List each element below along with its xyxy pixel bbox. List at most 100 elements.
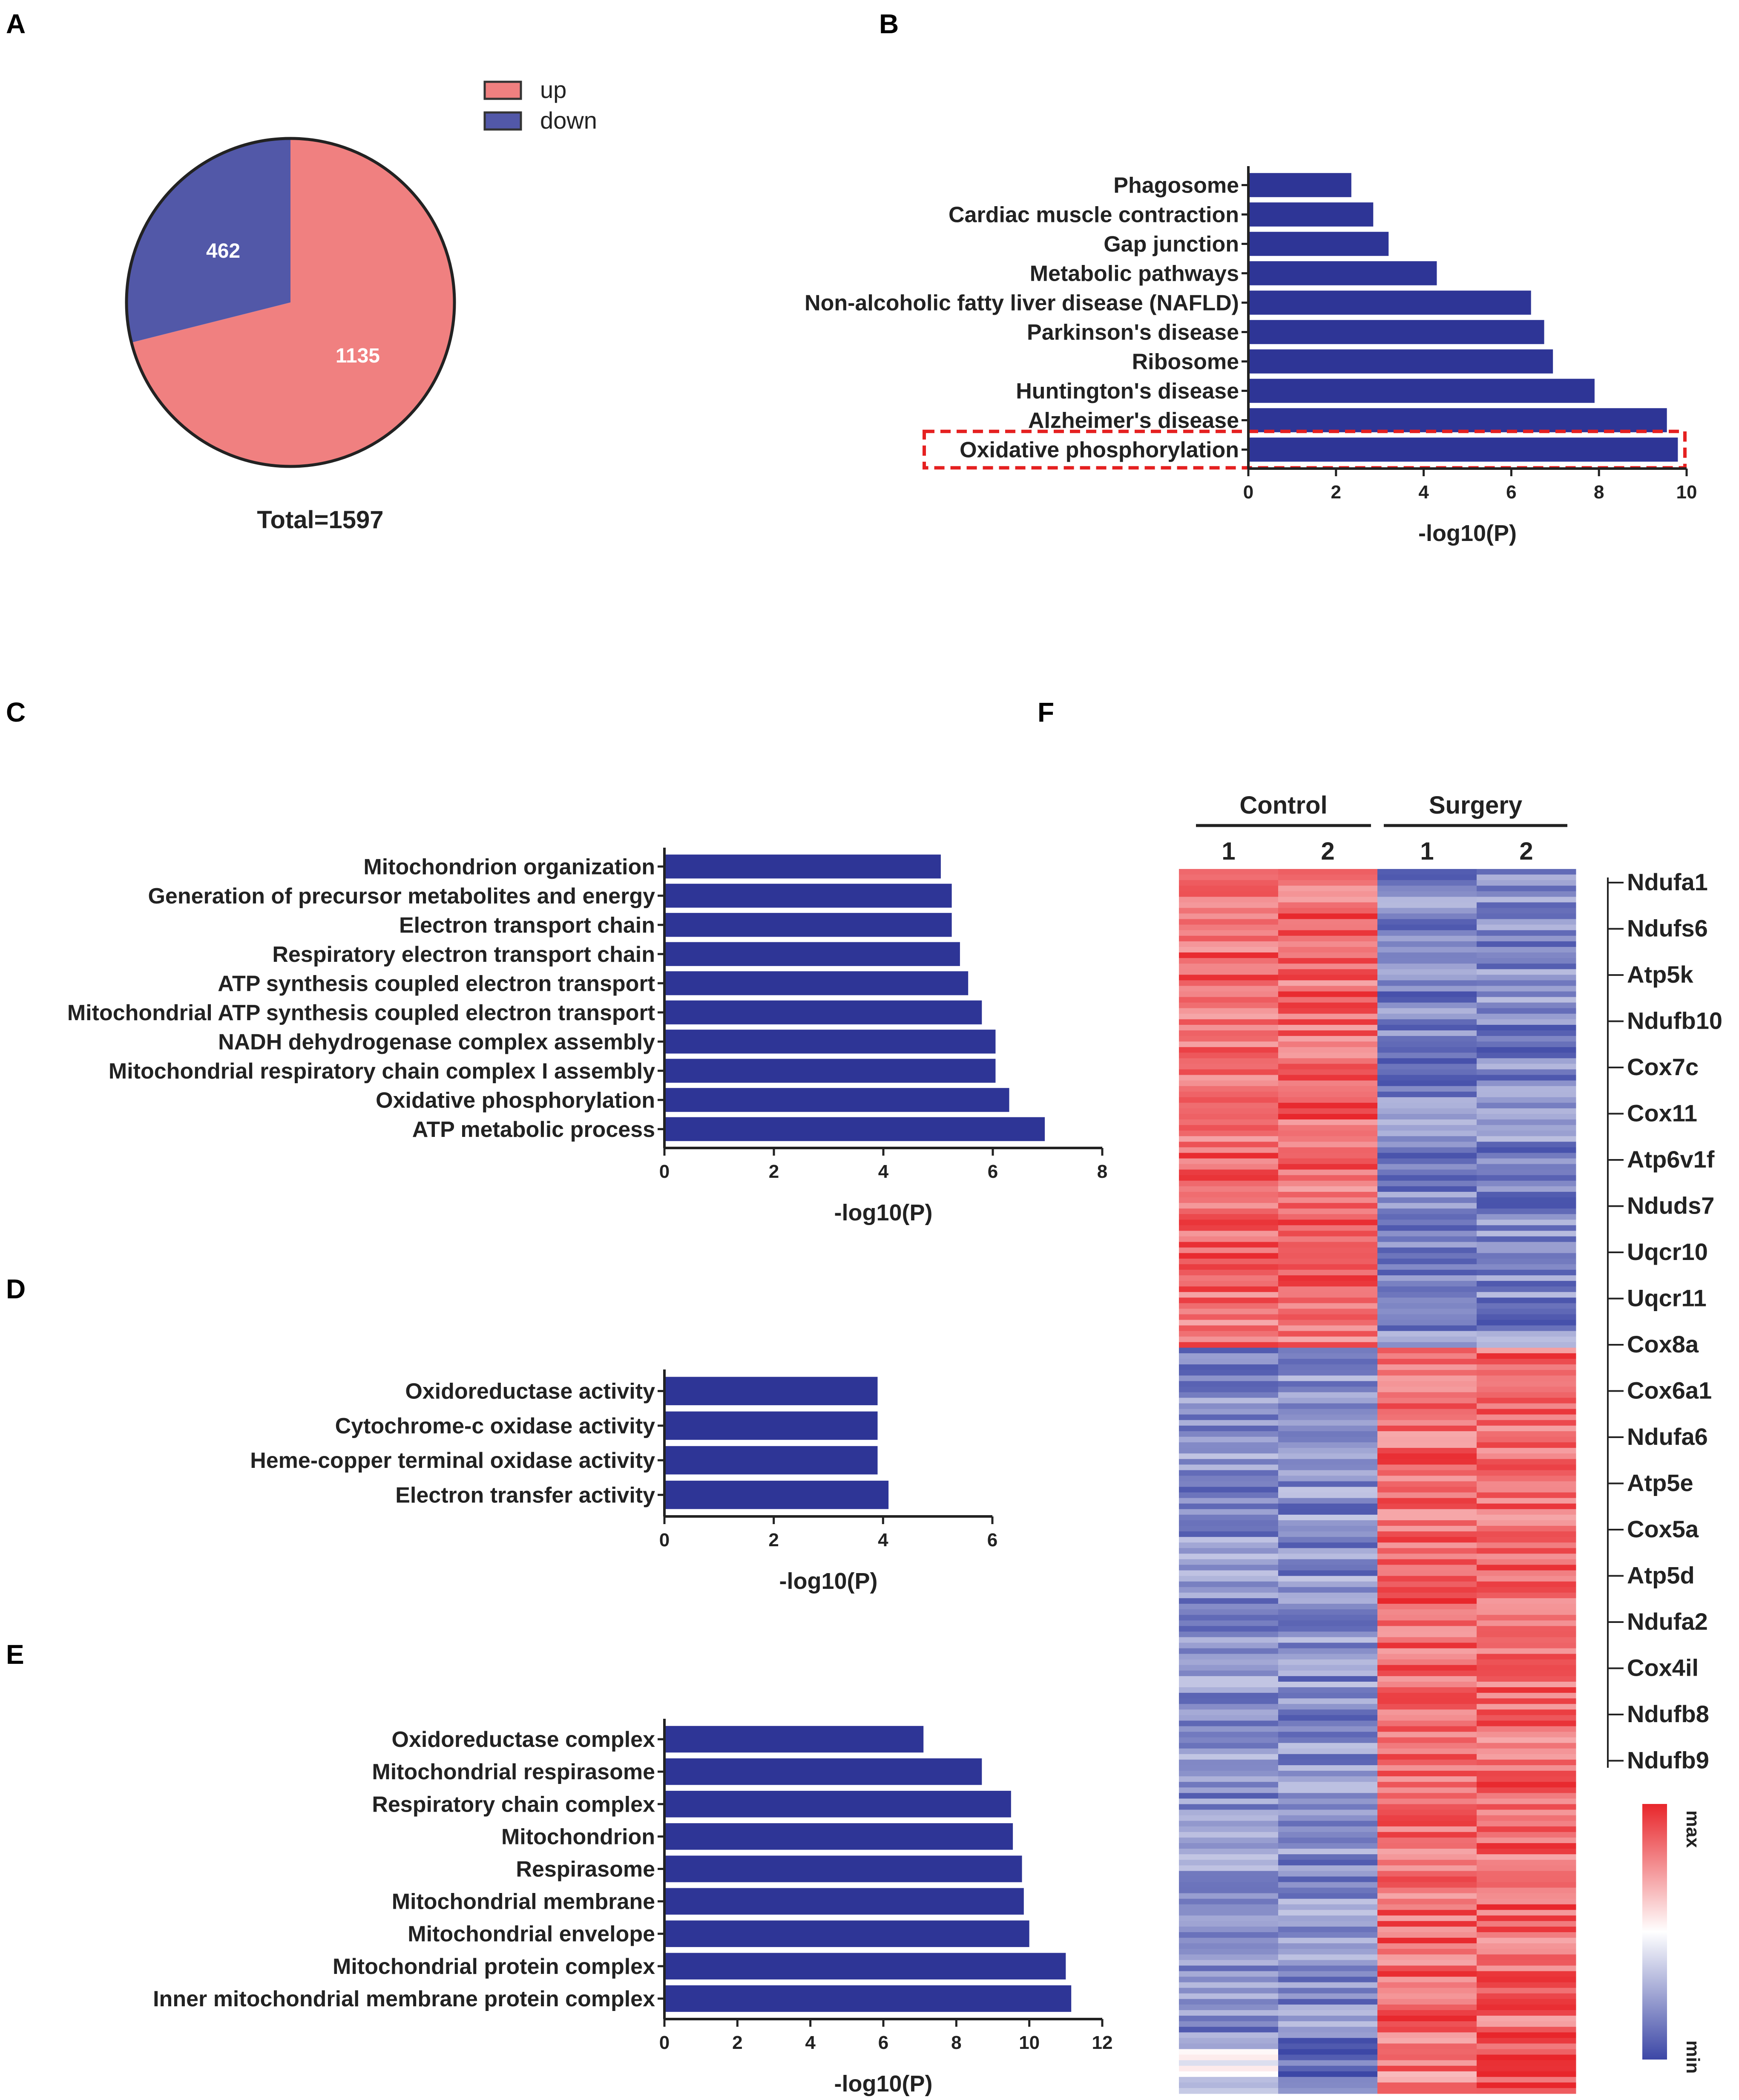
heatmap-cell [1477, 1208, 1576, 1214]
heatmap-cell [1477, 1425, 1576, 1432]
x-tick-label: 10 [1019, 2032, 1040, 2053]
heatmap-cell [1377, 1704, 1477, 1710]
heatmap-cell [1278, 1231, 1378, 1237]
category-label: ATP synthesis coupled electron transport [218, 971, 655, 996]
heatmap-cell [1477, 1453, 1576, 1459]
heatmap-cell [1477, 1375, 1576, 1381]
heatmap-cell [1179, 1470, 1279, 1476]
heatmap-cell [1477, 1225, 1576, 1231]
gene-label: Atp5d [1627, 1562, 1695, 1589]
heatmap-cell [1179, 980, 1279, 986]
heatmap-cell [1179, 935, 1279, 942]
heatmap-cell [1278, 1047, 1378, 1053]
heatmap-cell [1477, 1058, 1576, 1064]
heatmap-cell [1377, 1826, 1477, 1832]
heatmap-cell [1377, 1481, 1477, 1487]
heatmap-cell [1477, 1069, 1576, 1076]
heatmap-cell [1278, 1459, 1378, 1465]
x-tick-label: 6 [987, 1530, 997, 1551]
gene-label: Nduds7 [1627, 1192, 1714, 1219]
heatmap-cell [1477, 1503, 1576, 1510]
heatmap-cell [1278, 1064, 1378, 1070]
heatmap-cell [1179, 1904, 1279, 1910]
heatmap-cell [1179, 2071, 1279, 2077]
heatmap-cell [1477, 1236, 1576, 1243]
heatmap-cell [1477, 1464, 1576, 1470]
heatmap-cell [1477, 1804, 1576, 1810]
heatmap-cell [1477, 2054, 1576, 2061]
heatmap-cell [1278, 1203, 1378, 1209]
heatmap-cell [1377, 1865, 1477, 1871]
heatmap-cell [1377, 1876, 1477, 1882]
heatmap-cell [1477, 1843, 1576, 1849]
heatmap-cell [1377, 1013, 1477, 1020]
heatmap-cell [1377, 924, 1477, 931]
heatmap-cell [1179, 1620, 1279, 1626]
heatmap-cell [1278, 2071, 1378, 2077]
heatmap-cell [1477, 2004, 1576, 2011]
heatmap-cell [1377, 1904, 1477, 1910]
heatmap-cell [1377, 1459, 1477, 1465]
x-axis-title: -log10(P) [834, 1200, 932, 1225]
heatmap-cell [1179, 1893, 1279, 1899]
heatmap-cell [1179, 2049, 1279, 2055]
heatmap-cell [1179, 1704, 1279, 1710]
heatmap-cell [1179, 902, 1279, 908]
scale-min-label: min [1682, 2040, 1703, 2074]
heatmap-cell [1477, 1169, 1576, 1176]
bar [664, 913, 952, 937]
heatmap-cell [1278, 1131, 1378, 1136]
x-tick-label: 0 [659, 1530, 670, 1551]
heatmap-cell [1377, 1409, 1477, 1415]
heatmap-cell [1477, 1776, 1576, 1782]
heatmap-cell [1477, 1470, 1576, 1476]
scale-max-label: max [1682, 1810, 1703, 1848]
heatmap-cell [1179, 1431, 1279, 1437]
heatmap-cell [1377, 1615, 1477, 1621]
heatmap-cell [1477, 1492, 1576, 1499]
heatmap-cell [1377, 2049, 1477, 2055]
heatmap-cell [1377, 1286, 1477, 1292]
heatmap-cell [1477, 1481, 1576, 1487]
bar [664, 1117, 1045, 1141]
heatmap-cell [1278, 1759, 1378, 1766]
panel-label-f: F [1038, 697, 1054, 728]
heatmap-cell [1179, 1865, 1279, 1871]
heatmap-cell [1179, 2021, 1279, 2027]
heatmap-cell [1278, 1570, 1378, 1576]
heatmap-cell [1179, 1943, 1279, 1949]
heatmap-cell [1377, 1002, 1477, 1009]
heatmap-cell [1179, 1398, 1279, 1404]
heatmap-cell [1377, 2071, 1477, 2077]
heatmap-cell [1278, 1236, 1378, 1243]
heatmap-cell [1278, 2004, 1378, 2011]
heatmap-cell [1278, 1938, 1378, 1944]
x-tick-label: 8 [1594, 482, 1604, 503]
heatmap-cell [1377, 1464, 1477, 1470]
category-label: Mitochondrial respirasome [372, 1760, 655, 1784]
heatmap-cell [1477, 980, 1576, 986]
heatmap-cell [1278, 1119, 1378, 1125]
heatmap-cell [1377, 2043, 1477, 2049]
gene-label: Cox11 [1627, 1100, 1697, 1127]
heatmap-cell [1477, 1414, 1576, 1421]
heatmap-cell [1278, 1737, 1378, 1743]
heatmap-cell [1278, 2027, 1378, 2033]
heatmap-cell [1179, 1236, 1279, 1243]
heatmap-cell [1278, 1809, 1378, 1816]
gene-label: Uqcr10 [1627, 1238, 1708, 1265]
legend-label-up: up [540, 76, 566, 103]
heatmap-cell [1278, 1526, 1378, 1532]
heatmap-cell [1477, 1125, 1576, 1131]
heatmap-cell [1477, 1659, 1576, 1666]
heatmap-cell [1377, 1487, 1477, 1493]
heatmap-cell [1377, 1832, 1477, 1838]
heatmap-cell [1477, 1292, 1576, 1298]
heatmap-cell [1278, 2010, 1378, 2016]
heatmap-cell [1477, 1698, 1576, 1704]
heatmap-cell [1179, 1837, 1279, 1844]
heatmap-cell [1477, 1131, 1576, 1136]
heatmap-cell [1278, 1464, 1378, 1470]
category-label: NADH dehydrogenase complex assembly [218, 1030, 655, 1054]
heatmap-cell [1477, 1882, 1576, 1888]
